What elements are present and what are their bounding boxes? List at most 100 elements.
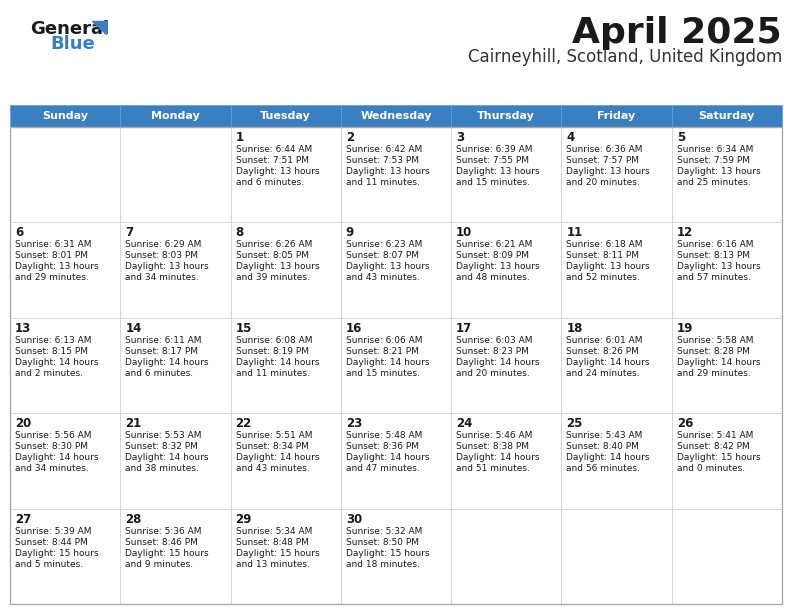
Text: and 57 minutes.: and 57 minutes. (676, 274, 751, 282)
FancyBboxPatch shape (562, 413, 672, 509)
FancyBboxPatch shape (672, 413, 782, 509)
Text: Sunset: 8:28 PM: Sunset: 8:28 PM (676, 347, 749, 356)
Text: Thursday: Thursday (478, 111, 535, 121)
Text: Saturday: Saturday (699, 111, 755, 121)
Text: 6: 6 (15, 226, 23, 239)
Text: Sunset: 8:13 PM: Sunset: 8:13 PM (676, 252, 750, 260)
Text: and 25 minutes.: and 25 minutes. (676, 178, 751, 187)
Text: Wednesday: Wednesday (360, 111, 432, 121)
Text: and 15 minutes.: and 15 minutes. (346, 369, 420, 378)
Text: Sunset: 8:50 PM: Sunset: 8:50 PM (346, 537, 419, 547)
Text: Daylight: 14 hours: Daylight: 14 hours (456, 358, 539, 367)
Text: Daylight: 13 hours: Daylight: 13 hours (676, 263, 760, 271)
Text: Sunrise: 6:06 AM: Sunrise: 6:06 AM (346, 336, 422, 345)
Text: Daylight: 14 hours: Daylight: 14 hours (15, 453, 98, 462)
FancyBboxPatch shape (341, 509, 451, 604)
FancyBboxPatch shape (120, 127, 230, 222)
Text: and 51 minutes.: and 51 minutes. (456, 464, 530, 473)
Text: Sunset: 8:30 PM: Sunset: 8:30 PM (15, 442, 88, 451)
Text: 13: 13 (15, 322, 31, 335)
Text: Sunset: 8:09 PM: Sunset: 8:09 PM (456, 252, 529, 260)
FancyBboxPatch shape (10, 413, 120, 509)
Text: Sunrise: 5:41 AM: Sunrise: 5:41 AM (676, 431, 753, 440)
Text: Sunset: 8:11 PM: Sunset: 8:11 PM (566, 252, 639, 260)
Text: Sunrise: 5:32 AM: Sunrise: 5:32 AM (346, 526, 422, 536)
Text: 7: 7 (125, 226, 133, 239)
Text: and 29 minutes.: and 29 minutes. (676, 369, 751, 378)
Text: Daylight: 13 hours: Daylight: 13 hours (676, 167, 760, 176)
Text: Daylight: 13 hours: Daylight: 13 hours (346, 263, 429, 271)
Text: Sunset: 8:19 PM: Sunset: 8:19 PM (235, 347, 309, 356)
Text: Daylight: 14 hours: Daylight: 14 hours (566, 358, 650, 367)
Text: 26: 26 (676, 417, 693, 430)
Text: Sunrise: 6:23 AM: Sunrise: 6:23 AM (346, 241, 422, 250)
FancyBboxPatch shape (672, 318, 782, 413)
Text: Daylight: 14 hours: Daylight: 14 hours (15, 358, 98, 367)
FancyBboxPatch shape (672, 105, 782, 127)
Text: Sunrise: 6:34 AM: Sunrise: 6:34 AM (676, 145, 753, 154)
Text: Daylight: 14 hours: Daylight: 14 hours (235, 453, 319, 462)
Text: and 56 minutes.: and 56 minutes. (566, 464, 640, 473)
Text: Sunset: 8:26 PM: Sunset: 8:26 PM (566, 347, 639, 356)
FancyBboxPatch shape (562, 509, 672, 604)
Text: and 9 minutes.: and 9 minutes. (125, 559, 193, 569)
Text: Sunset: 8:48 PM: Sunset: 8:48 PM (235, 537, 308, 547)
Text: Daylight: 14 hours: Daylight: 14 hours (346, 358, 429, 367)
FancyBboxPatch shape (10, 127, 120, 222)
Text: 16: 16 (346, 322, 362, 335)
FancyBboxPatch shape (451, 413, 562, 509)
Text: 9: 9 (346, 226, 354, 239)
Text: and 11 minutes.: and 11 minutes. (235, 369, 310, 378)
Text: Tuesday: Tuesday (261, 111, 311, 121)
FancyBboxPatch shape (230, 222, 341, 318)
FancyBboxPatch shape (230, 127, 341, 222)
Text: Daylight: 15 hours: Daylight: 15 hours (15, 548, 99, 558)
Text: and 20 minutes.: and 20 minutes. (456, 369, 530, 378)
Text: 10: 10 (456, 226, 472, 239)
Text: Daylight: 15 hours: Daylight: 15 hours (235, 548, 319, 558)
FancyBboxPatch shape (341, 105, 451, 127)
Text: Sunset: 8:17 PM: Sunset: 8:17 PM (125, 347, 198, 356)
Text: Daylight: 14 hours: Daylight: 14 hours (125, 358, 209, 367)
Text: Sunrise: 6:29 AM: Sunrise: 6:29 AM (125, 241, 202, 250)
Text: and 15 minutes.: and 15 minutes. (456, 178, 530, 187)
Text: Sunrise: 5:43 AM: Sunrise: 5:43 AM (566, 431, 643, 440)
Text: and 48 minutes.: and 48 minutes. (456, 274, 530, 282)
Text: Sunrise: 6:08 AM: Sunrise: 6:08 AM (235, 336, 312, 345)
Text: Sunset: 8:34 PM: Sunset: 8:34 PM (235, 442, 308, 451)
FancyBboxPatch shape (120, 318, 230, 413)
Text: 22: 22 (235, 417, 252, 430)
Text: 21: 21 (125, 417, 142, 430)
Text: 2: 2 (346, 131, 354, 144)
FancyBboxPatch shape (341, 413, 451, 509)
Text: Sunset: 8:15 PM: Sunset: 8:15 PM (15, 347, 88, 356)
Text: Sunrise: 6:44 AM: Sunrise: 6:44 AM (235, 145, 312, 154)
Text: Sunset: 8:21 PM: Sunset: 8:21 PM (346, 347, 419, 356)
FancyBboxPatch shape (451, 318, 562, 413)
Text: 8: 8 (235, 226, 244, 239)
Text: Cairneyhill, Scotland, United Kingdom: Cairneyhill, Scotland, United Kingdom (467, 48, 782, 66)
Text: Daylight: 13 hours: Daylight: 13 hours (456, 263, 540, 271)
Text: and 20 minutes.: and 20 minutes. (566, 178, 640, 187)
Text: and 13 minutes.: and 13 minutes. (235, 559, 310, 569)
FancyBboxPatch shape (451, 105, 562, 127)
Text: Blue: Blue (50, 35, 95, 53)
Text: Sunset: 8:32 PM: Sunset: 8:32 PM (125, 442, 198, 451)
Text: Sunrise: 5:53 AM: Sunrise: 5:53 AM (125, 431, 202, 440)
Text: Sunset: 8:05 PM: Sunset: 8:05 PM (235, 252, 309, 260)
FancyBboxPatch shape (562, 222, 672, 318)
Text: Sunrise: 6:21 AM: Sunrise: 6:21 AM (456, 241, 532, 250)
Text: and 0 minutes.: and 0 minutes. (676, 464, 744, 473)
FancyBboxPatch shape (10, 509, 120, 604)
Text: Sunrise: 6:16 AM: Sunrise: 6:16 AM (676, 241, 753, 250)
Polygon shape (92, 21, 106, 34)
Text: and 18 minutes.: and 18 minutes. (346, 559, 420, 569)
Text: 15: 15 (235, 322, 252, 335)
Text: 29: 29 (235, 513, 252, 526)
Text: Sunrise: 6:03 AM: Sunrise: 6:03 AM (456, 336, 533, 345)
Text: Sunset: 8:44 PM: Sunset: 8:44 PM (15, 537, 88, 547)
FancyBboxPatch shape (562, 105, 672, 127)
Text: 1: 1 (235, 131, 244, 144)
FancyBboxPatch shape (672, 509, 782, 604)
Text: and 43 minutes.: and 43 minutes. (346, 274, 420, 282)
